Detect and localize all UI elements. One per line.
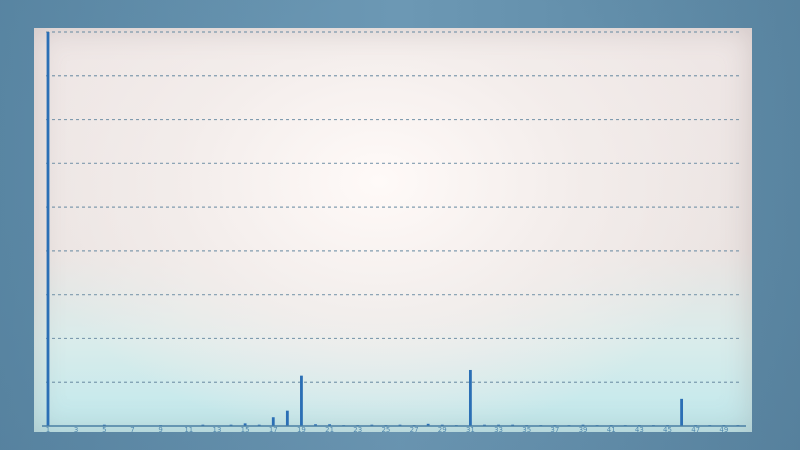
x-tick-label: 23 (353, 426, 362, 432)
bars-layer (46, 32, 740, 427)
x-tick-label: 47 (691, 426, 700, 432)
x-tick-label: 27 (410, 426, 419, 432)
x-tick-label: 5 (102, 426, 106, 432)
x-tick-label: 39 (579, 426, 588, 432)
bar-15 (243, 423, 247, 426)
x-tick-label: 41 (607, 426, 616, 432)
x-tick-label: 45 (663, 426, 672, 432)
bar-20 (314, 424, 317, 426)
x-tick-label: 31 (466, 426, 475, 432)
x-tick-label: 43 (635, 426, 644, 432)
x-tick-label: 29 (438, 426, 447, 432)
x-tick-label: 21 (325, 426, 334, 432)
bar-18 (285, 410, 289, 426)
x-tick-label: 17 (269, 426, 278, 432)
bar-17 (271, 417, 275, 426)
x-tick-label: 37 (550, 426, 559, 432)
bar-19 (300, 375, 303, 426)
x-tick-label: 7 (130, 426, 134, 432)
x-tick-label: 35 (522, 426, 531, 432)
x-tick-label: 3 (74, 426, 78, 432)
bar-chart: 1 3 5 7 9 11 13 15 17 19 21 23 25 27 29 31 33 35 37 39 41 43 4… (42, 31, 746, 432)
x-tick-label: 9 (158, 426, 162, 432)
x-tick-label: 11 (184, 426, 193, 432)
x-tick-label: 25 (381, 426, 390, 432)
bar-31 (468, 369, 472, 426)
x-tick-label: 15 (241, 426, 250, 432)
x-tick-label: 33 (494, 426, 503, 432)
bar-21 (328, 424, 332, 426)
x-tick-label: 13 (212, 426, 221, 432)
bar-1 (46, 32, 50, 426)
x-tick-label: 1 (46, 426, 50, 432)
bar-28 (426, 423, 430, 426)
chart-screen: 1 3 5 7 9 11 13 15 17 19 21 23 25 27 29 31 33 35 37 39 41 43 4… (34, 28, 752, 432)
bar-46 (680, 398, 684, 426)
x-tick-label: 49 (719, 426, 728, 432)
x-tick-labels: 1 3 5 7 9 11 13 15 17 19 21 23 25 27 29 31 33 35 37 39 41 43 4… (46, 426, 729, 432)
x-tick-label: 19 (297, 426, 306, 432)
grid-layer (46, 31, 742, 383)
